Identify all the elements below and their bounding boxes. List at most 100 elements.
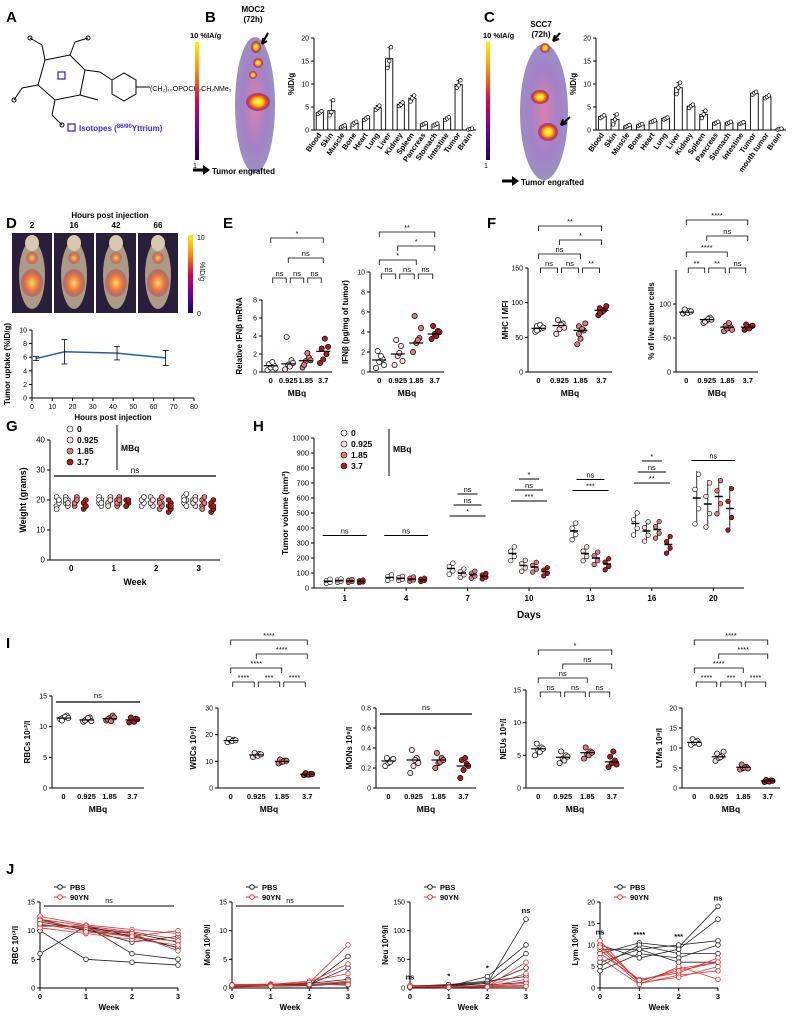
data-point bbox=[675, 968, 682, 974]
x-tick-label: 0.925 bbox=[388, 376, 407, 385]
x-tick-label: 0 bbox=[536, 376, 540, 385]
data-point bbox=[636, 955, 643, 961]
y-tick-label: 5 bbox=[43, 755, 47, 762]
series-line bbox=[39, 923, 179, 937]
data-point bbox=[105, 503, 111, 509]
significance-label: ns bbox=[422, 265, 430, 274]
significance-bracket bbox=[540, 267, 558, 273]
x-axis-label: MBq bbox=[722, 804, 740, 814]
data-point bbox=[690, 102, 695, 107]
data-point bbox=[304, 350, 311, 357]
x-tick-label: 1.85 bbox=[274, 792, 289, 801]
y-tick-label: 15 bbox=[219, 900, 227, 907]
legend-label: 1.85 bbox=[77, 446, 94, 456]
x-axis-label: Week bbox=[458, 1003, 479, 1012]
data-point bbox=[414, 337, 421, 343]
x-tick-label: 0 bbox=[598, 992, 602, 1001]
y-tick-label: 6 bbox=[23, 355, 27, 362]
data-point bbox=[561, 757, 568, 764]
x-axis-label: MBq bbox=[288, 388, 306, 398]
x-tick-label: 1 bbox=[112, 564, 117, 573]
significance-label: *** bbox=[265, 673, 274, 682]
y-tick-label: 10 bbox=[19, 328, 27, 335]
data-point bbox=[641, 525, 648, 531]
pet-scale-bottom-b: 1 bbox=[193, 163, 197, 170]
data-point bbox=[183, 503, 190, 509]
significance-label: ** bbox=[649, 474, 655, 483]
y-tick-label: 10 bbox=[27, 928, 35, 935]
x-tick-label: 3.7 bbox=[430, 376, 440, 385]
data-point bbox=[522, 557, 528, 563]
y-tick-label: 8 bbox=[253, 298, 257, 305]
series-line bbox=[600, 948, 718, 963]
x-tick-label: 1.85 bbox=[431, 792, 446, 801]
significance-bracket bbox=[257, 681, 281, 687]
data-point bbox=[729, 326, 736, 333]
engraft-arrowhead-b bbox=[203, 165, 210, 175]
significance-label: ns bbox=[402, 527, 410, 536]
panel-letter-j: J bbox=[6, 861, 14, 878]
data-point bbox=[393, 337, 400, 343]
data-point bbox=[728, 514, 735, 521]
significance-bracket bbox=[706, 235, 749, 241]
x-tick-label: 0 bbox=[386, 792, 390, 801]
y-tick-label: 400 bbox=[296, 524, 309, 533]
bar bbox=[454, 84, 463, 131]
y-tick-label: 4 bbox=[23, 368, 27, 375]
data-point bbox=[159, 494, 165, 500]
series-line bbox=[409, 953, 527, 987]
data-point bbox=[595, 549, 601, 555]
x-tick-label: 3 bbox=[176, 992, 180, 1001]
data-point bbox=[717, 478, 724, 484]
data-point bbox=[156, 500, 163, 506]
significance-label: ns bbox=[586, 471, 594, 480]
data-point bbox=[432, 765, 439, 771]
legend-marker bbox=[66, 425, 74, 433]
data-point bbox=[388, 572, 395, 578]
data-point bbox=[199, 506, 205, 512]
data-point bbox=[301, 361, 308, 368]
data-point bbox=[323, 351, 330, 357]
data-point bbox=[450, 568, 456, 574]
y-tick-label: 0.6 bbox=[361, 726, 371, 733]
y-tick-label: 5 bbox=[517, 753, 521, 760]
data-point bbox=[574, 341, 581, 348]
data-point bbox=[446, 114, 452, 120]
data-point bbox=[699, 115, 705, 121]
panel-letter-c: C bbox=[484, 9, 495, 26]
y-tick-label: 0 bbox=[401, 986, 405, 993]
x-tick-label: 40 bbox=[109, 404, 117, 411]
x-tick-label: 1 bbox=[637, 992, 641, 1001]
y-tick-label: 100 bbox=[393, 928, 405, 935]
data-point bbox=[584, 544, 590, 550]
significance-label: ns bbox=[583, 655, 591, 664]
y-tick-label: 5 bbox=[223, 957, 227, 964]
x-axis-label: MBq bbox=[89, 804, 107, 814]
significance-label: ns bbox=[302, 249, 310, 258]
significance-label: ns bbox=[464, 496, 472, 505]
significance-label: * bbox=[650, 452, 653, 461]
data-point bbox=[645, 519, 651, 525]
y-axis-label: %ID/g bbox=[569, 73, 578, 95]
data-point bbox=[663, 550, 670, 556]
x-tick-label: 13 bbox=[586, 594, 595, 603]
data-point bbox=[596, 310, 603, 317]
significance-label: *** bbox=[674, 932, 683, 941]
legend-label: 0 bbox=[351, 428, 356, 438]
series-line bbox=[39, 924, 179, 942]
y-axis-label: %ID/g bbox=[287, 73, 296, 95]
y-tick-label: 0.4 bbox=[361, 746, 371, 753]
y-tick-label: 10 bbox=[583, 82, 591, 89]
data-point bbox=[306, 981, 313, 988]
y-tick-label: 300 bbox=[296, 539, 309, 548]
y-tick-label: 10 bbox=[39, 724, 47, 731]
y-tick-label: 4 bbox=[361, 330, 365, 337]
chart-b-biodistribution: 05101520%ID/gBloodSkinMuscleBoneHeartLun… bbox=[287, 36, 476, 163]
data-point bbox=[398, 343, 404, 349]
legend-marker bbox=[617, 884, 623, 890]
data-point bbox=[715, 119, 721, 124]
data-point bbox=[399, 358, 406, 364]
legend-marker bbox=[427, 884, 433, 890]
significance-label: ** bbox=[567, 217, 573, 226]
